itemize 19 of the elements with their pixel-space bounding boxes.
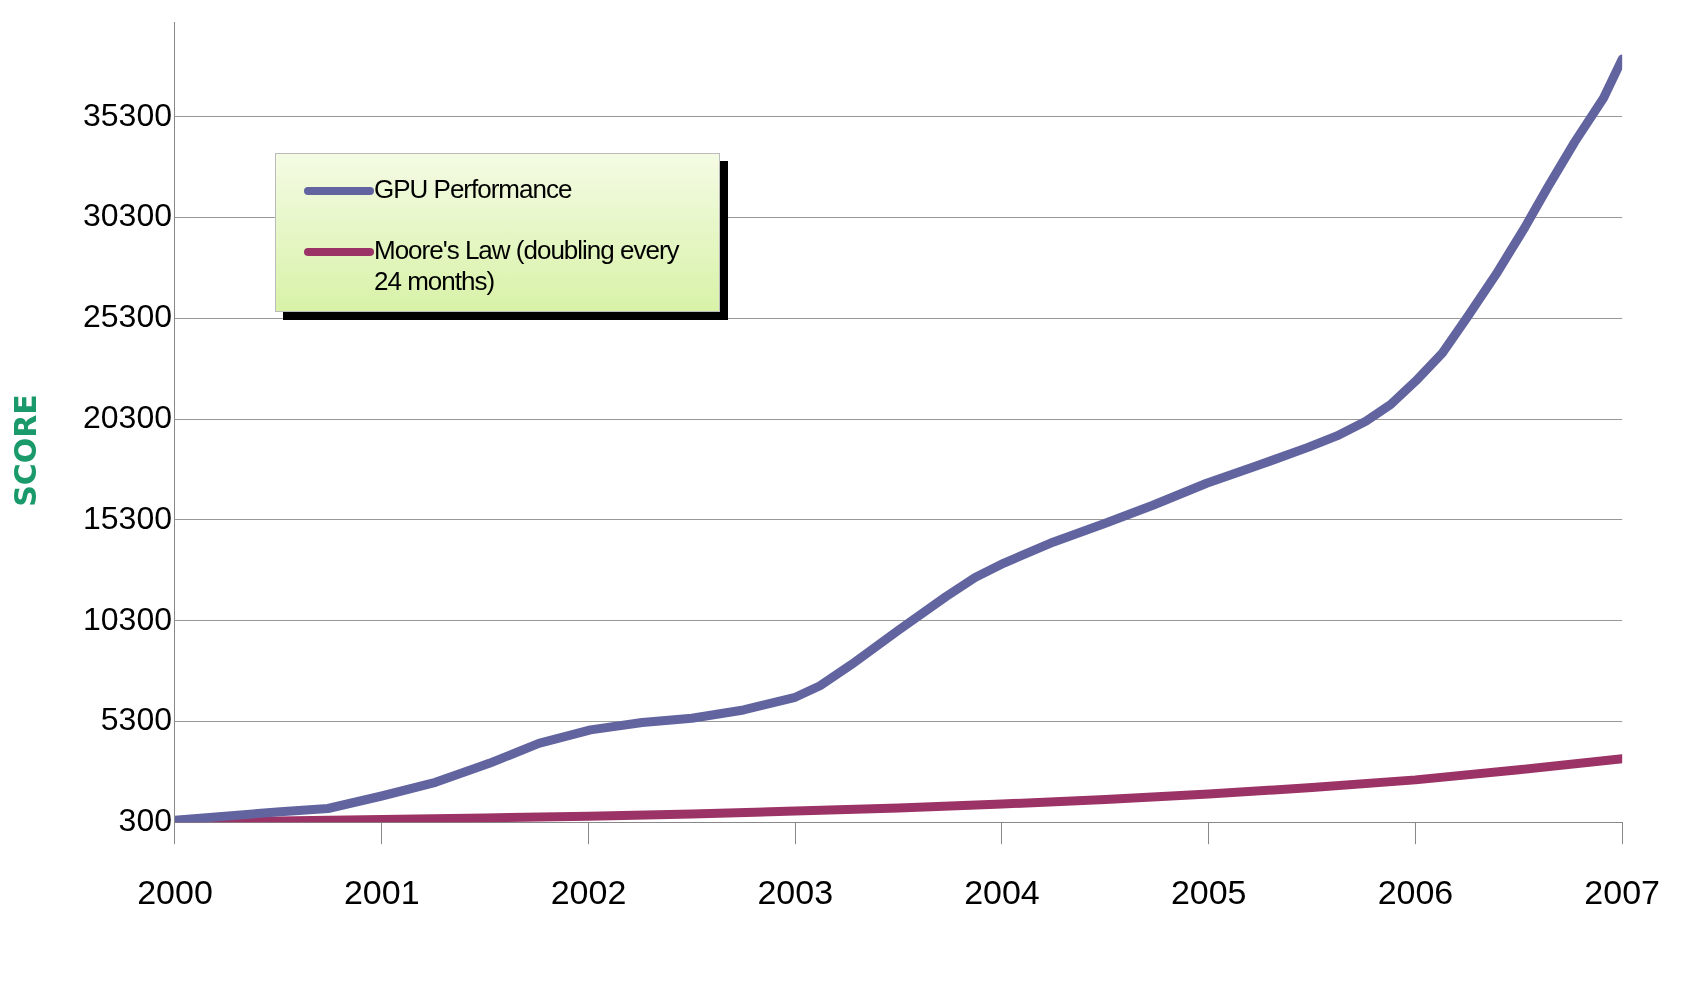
legend-label: Moore's Law (doubling every 24 months) <box>374 235 681 297</box>
x-tick-label: 2001 <box>343 872 420 911</box>
x-tick-label: 2004 <box>964 872 1040 911</box>
y-tick-label: 300 <box>118 802 172 839</box>
x-tick-label: 2006 <box>1377 872 1454 911</box>
y-tick-label: 5300 <box>100 701 172 738</box>
y-tick-label: 15300 <box>83 499 172 536</box>
y-tick-label: 35300 <box>83 96 172 133</box>
x-tick-label: 2007 <box>1584 872 1660 911</box>
x-tick-label: 2005 <box>1170 872 1247 911</box>
y-tick-label: 20300 <box>83 399 172 436</box>
x-tick-label: 2000 <box>137 872 213 911</box>
y-tick-label: 25300 <box>83 298 172 335</box>
legend-label: GPU Performance <box>374 174 572 205</box>
y-axis-title: SCORE <box>7 393 43 507</box>
x-tick-label: 2002 <box>550 872 627 911</box>
y-tick-label: 10300 <box>83 600 172 637</box>
x-tick-label: 2003 <box>757 872 834 911</box>
y-tick-label: 30300 <box>83 197 172 234</box>
